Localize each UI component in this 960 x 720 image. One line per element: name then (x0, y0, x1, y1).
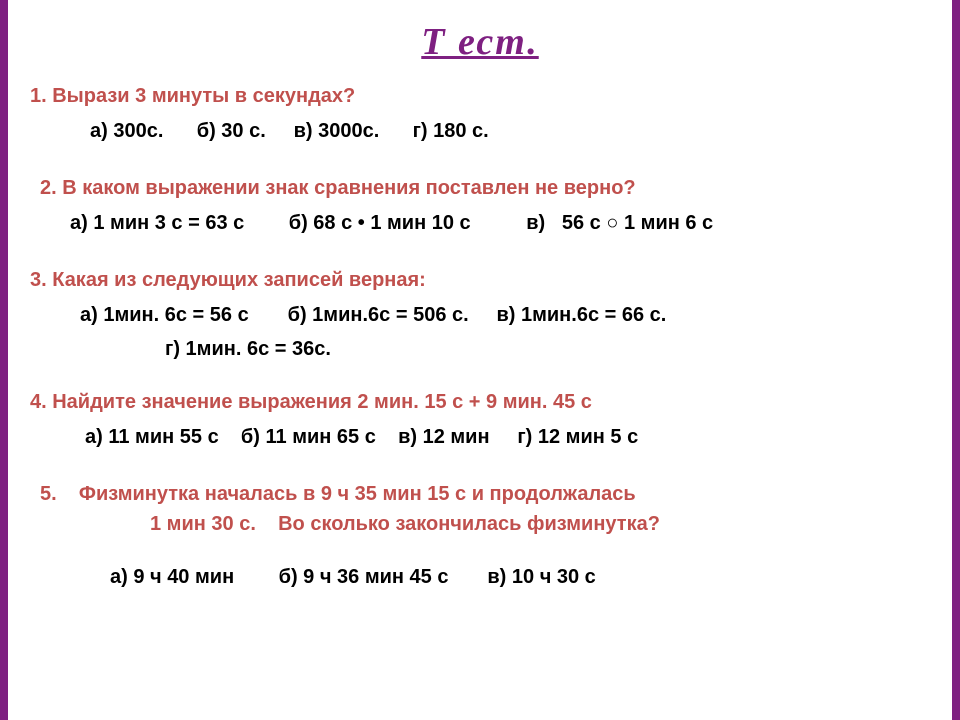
question-4-options: а) 11 мин 55 с б) 11 мин 65 с в) 12 мин … (30, 422, 930, 452)
question-3: 3. Какая из следующих записей верная: (30, 266, 930, 294)
question-4: 4. Найдите значение выражения 2 мин. 15 … (30, 388, 930, 416)
question-3-options-b: г) 1мин. 6с = 36с. (30, 334, 930, 364)
page-title: Т ест. (30, 20, 930, 64)
left-border (0, 0, 8, 720)
question-3-options-a: а) 1мин. 6с = 56 с б) 1мин.6с = 506 с. в… (30, 300, 930, 330)
question-2-options: а) 1 мин 3 с = 63 с б) 68 с • 1 мин 10 с… (30, 208, 930, 238)
question-1-options: а) 300с. б) 30 с. в) 3000с. г) 180 с. (30, 116, 930, 146)
question-5: 5. Физминутка началась в 9 ч 35 мин 15 с… (40, 480, 930, 508)
content-area: Т ест. 1. Вырази 3 минуты в секундах? а)… (0, 0, 960, 636)
question-5-sub: 1 мин 30 с. Во сколько закончилась физми… (30, 510, 930, 538)
right-border (952, 0, 960, 720)
question-1: 1. Вырази 3 минуты в секундах? (30, 82, 930, 110)
question-5-options: а) 9 ч 40 мин б) 9 ч 36 мин 45 с в) 10 ч… (30, 562, 930, 592)
question-2: 2. В каком выражении знак сравнения пост… (40, 174, 930, 202)
